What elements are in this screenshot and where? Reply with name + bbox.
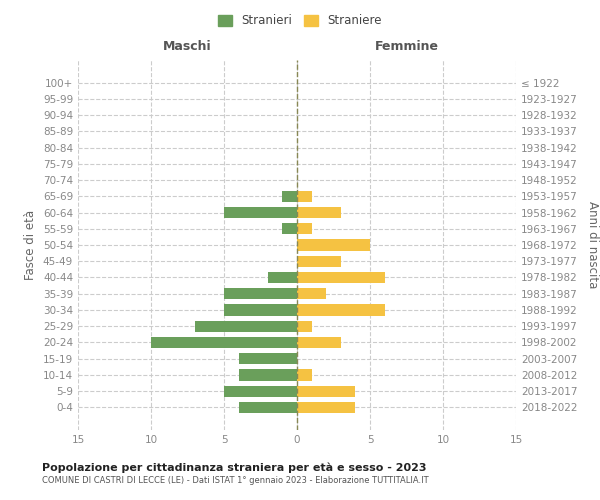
Bar — [297, 256, 341, 267]
Bar — [297, 272, 385, 283]
Bar — [297, 386, 355, 397]
Bar — [297, 190, 311, 202]
Bar — [283, 223, 297, 234]
Bar — [224, 386, 297, 397]
Bar — [268, 272, 297, 283]
Text: Maschi: Maschi — [163, 40, 212, 52]
Bar — [239, 402, 297, 413]
Bar — [283, 190, 297, 202]
Bar — [297, 320, 311, 332]
Bar — [297, 304, 385, 316]
Bar — [239, 353, 297, 364]
Legend: Stranieri, Straniere: Stranieri, Straniere — [214, 11, 386, 31]
Bar — [195, 320, 297, 332]
Text: Popolazione per cittadinanza straniera per età e sesso - 2023: Popolazione per cittadinanza straniera p… — [42, 462, 427, 473]
Bar — [297, 223, 311, 234]
Bar — [224, 207, 297, 218]
Bar — [297, 288, 326, 300]
Bar — [297, 370, 311, 380]
Bar — [297, 240, 370, 250]
Text: COMUNE DI CASTRI DI LECCE (LE) - Dati ISTAT 1° gennaio 2023 - Elaborazione TUTTI: COMUNE DI CASTRI DI LECCE (LE) - Dati IS… — [42, 476, 428, 485]
Y-axis label: Fasce di età: Fasce di età — [25, 210, 37, 280]
Text: Femmine: Femmine — [374, 40, 439, 52]
Bar — [151, 337, 297, 348]
Bar — [297, 337, 341, 348]
Bar — [297, 402, 355, 413]
Bar — [224, 288, 297, 300]
Bar — [239, 370, 297, 380]
Bar — [297, 207, 341, 218]
Y-axis label: Anni di nascita: Anni di nascita — [586, 202, 599, 288]
Bar — [224, 304, 297, 316]
